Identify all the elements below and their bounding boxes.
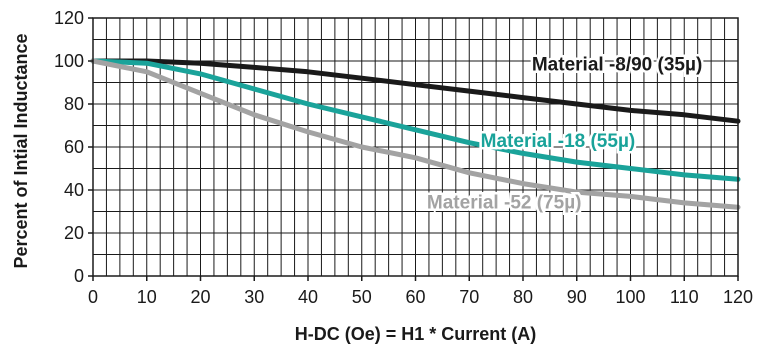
x-tick-label: 110 [670, 287, 699, 307]
y-tick-label: 120 [54, 8, 84, 28]
y-tick-label: 20 [64, 223, 84, 243]
y-tick-label: 0 [74, 266, 84, 286]
y-tick-label: 40 [64, 180, 84, 200]
series-label-3: Material -52 (75µ) [427, 192, 582, 213]
x-tick-label: 100 [615, 287, 645, 307]
y-axis-title: Percent of Intial Inductance [11, 33, 31, 268]
x-tick-label: 40 [298, 287, 318, 307]
x-tick-label: 70 [459, 287, 479, 307]
x-tick-label: 60 [405, 287, 425, 307]
x-tick-label: 30 [244, 287, 264, 307]
x-tick-label: 0 [88, 287, 98, 307]
x-tick-label: 90 [567, 287, 587, 307]
series-line-2 [90, 58, 741, 182]
y-tick-label: 60 [64, 137, 84, 157]
y-tick-labels: 0 20 40 60 80 100 120 [54, 8, 93, 286]
series-line-3 [90, 58, 741, 210]
x-tick-labels: 0 10 20 30 40 50 60 70 80 90 100 110 120 [88, 276, 753, 307]
series-lines [90, 58, 741, 210]
x-tick-label: 50 [352, 287, 372, 307]
series-label-1: Material -8/90 (35µ) [532, 55, 702, 76]
x-tick-label: 20 [190, 287, 210, 307]
series-label-2: Material -18 (55µ) [481, 131, 636, 152]
x-axis-title: H-DC (Oe) = H1 * Current (A) [295, 324, 537, 344]
y-tick-label: 100 [54, 51, 84, 71]
x-tick-label: 80 [513, 287, 533, 307]
x-tick-label: 10 [137, 287, 157, 307]
y-tick-label: 80 [64, 94, 84, 114]
x-tick-label: 120 [723, 287, 753, 307]
series-labels: Material -8/90 (35µ) Material -18 (55µ) Ma… [424, 52, 704, 216]
series-line-1 [90, 58, 741, 124]
